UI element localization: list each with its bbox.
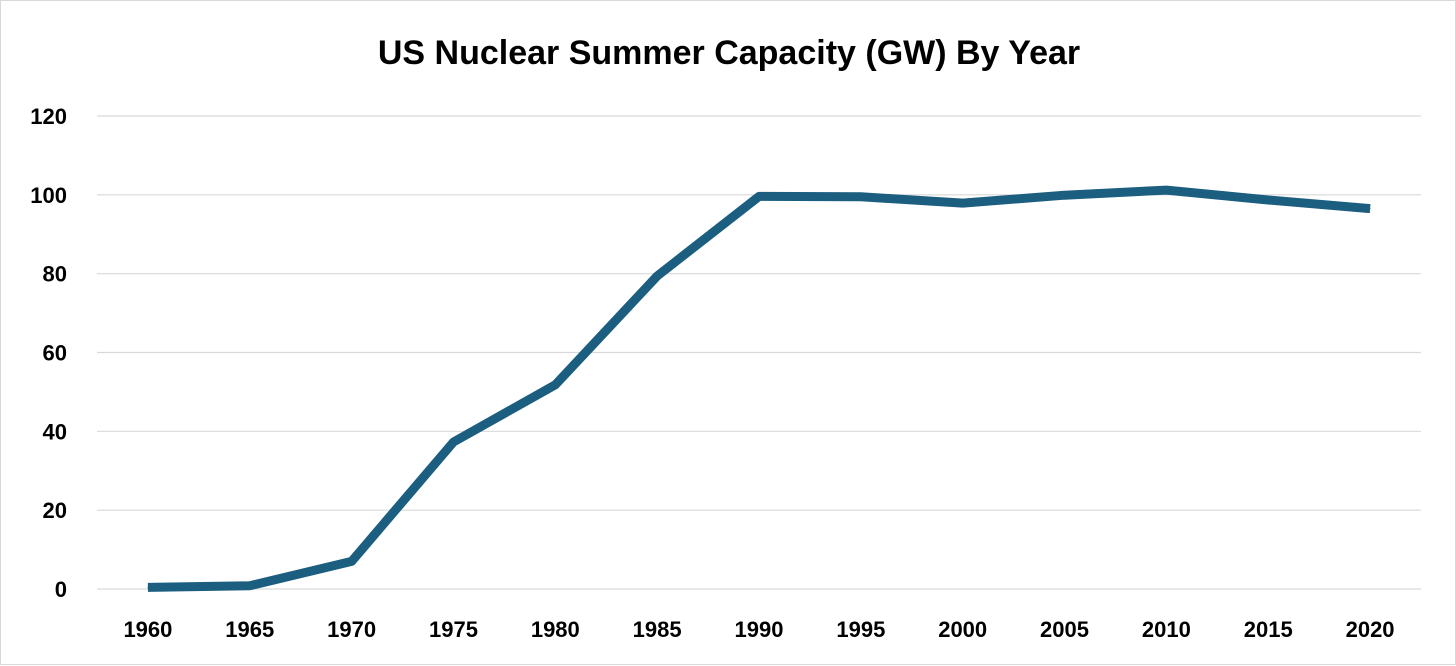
y-tick-label: 80 xyxy=(43,262,67,287)
x-tick-label: 1970 xyxy=(327,617,376,642)
x-tick-label: 2010 xyxy=(1142,617,1191,642)
x-tick-label: 2005 xyxy=(1040,617,1089,642)
y-tick-label: 40 xyxy=(43,419,67,444)
y-tick-label: 20 xyxy=(43,498,67,523)
x-tick-label: 2020 xyxy=(1346,617,1395,642)
x-tick-label: 1990 xyxy=(735,617,784,642)
data-point-2000 xyxy=(962,202,964,204)
data-point-1980 xyxy=(554,384,556,386)
series-line-0 xyxy=(147,185,1371,592)
data-point-2015 xyxy=(1267,199,1269,201)
x-tick-label: 1975 xyxy=(429,617,478,642)
data-point-2005 xyxy=(1064,194,1066,196)
data-point-1960 xyxy=(147,586,149,588)
chart-title: US Nuclear Summer Capacity (GW) By Year xyxy=(378,34,1080,72)
y-tick-label: 0 xyxy=(55,577,67,602)
y-axis-tick-labels: 0 20 40 60 80 100 120 xyxy=(30,104,67,602)
x-tick-label: 1985 xyxy=(633,617,682,642)
y-tick-label: 120 xyxy=(30,104,67,129)
x-tick-label: 1965 xyxy=(225,617,274,642)
x-tick-label: 2015 xyxy=(1244,617,1293,642)
y-tick-label: 100 xyxy=(30,183,67,208)
series-group xyxy=(147,185,1371,592)
data-point-2010 xyxy=(1165,189,1167,191)
x-tick-label: 2000 xyxy=(938,617,987,642)
data-point-1990 xyxy=(758,195,760,197)
data-point-1995 xyxy=(860,196,862,198)
gridlines xyxy=(97,115,1421,590)
x-axis-tick-labels: 1960 1965 1970 1975 1980 1985 1990 1995 2000 2005… xyxy=(123,617,1394,642)
data-point-1970 xyxy=(351,560,353,562)
data-point-1985 xyxy=(656,275,658,277)
y-tick-label: 60 xyxy=(43,341,67,366)
x-tick-label: 1995 xyxy=(836,617,885,642)
x-tick-label: 1980 xyxy=(531,617,580,642)
data-point-1975 xyxy=(452,441,454,443)
x-tick-label: 1960 xyxy=(123,617,172,642)
data-point-1965 xyxy=(249,585,251,587)
data-point-2020 xyxy=(1369,208,1371,210)
